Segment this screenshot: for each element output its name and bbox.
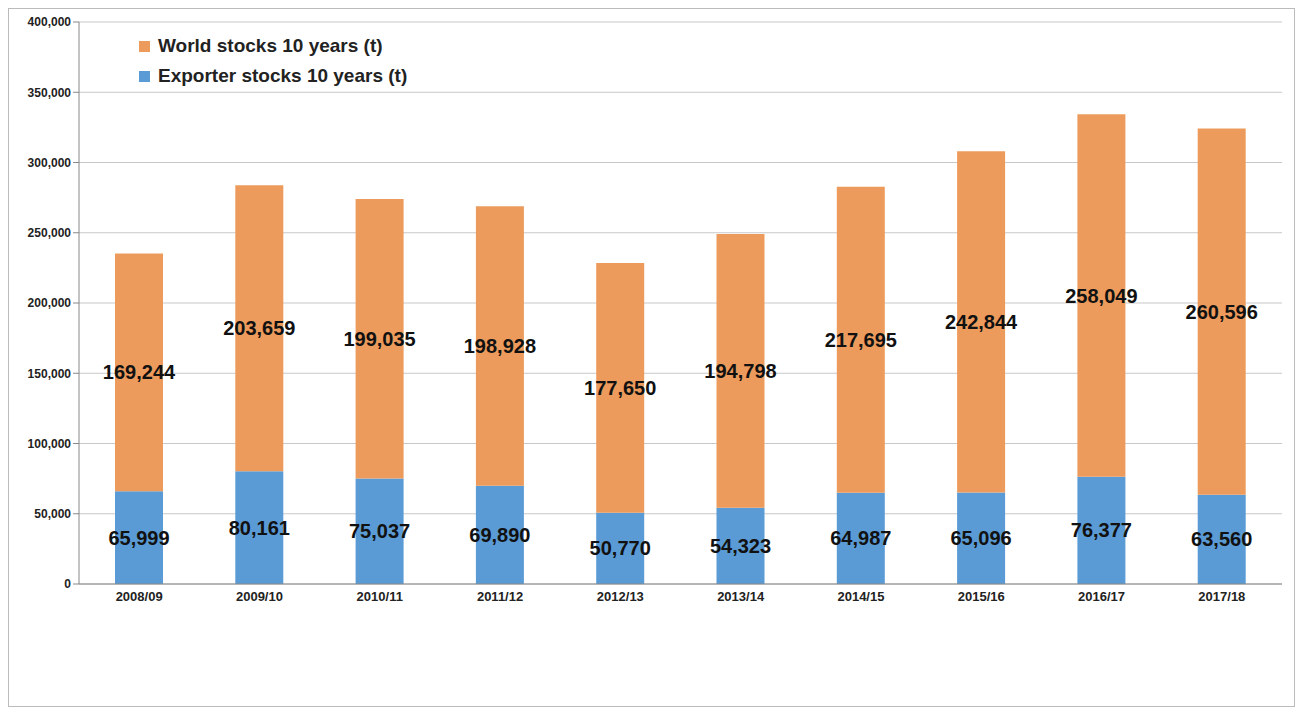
svg-text:65,999: 65,999 [108,527,169,549]
svg-text:242,844: 242,844 [945,311,1018,333]
svg-text:54,323: 54,323 [710,535,771,557]
svg-text:2011/12: 2011/12 [477,589,523,604]
svg-text:2009/10: 2009/10 [236,589,283,604]
svg-text:2010/11: 2010/11 [357,589,403,604]
svg-text:200,000: 200,000 [28,296,72,310]
svg-text:63,560: 63,560 [1191,528,1252,550]
html-text:Exporter stocks 10 years (t): Exporter stocks 10 years (t) [158,65,408,86]
svg-text:199,035: 199,035 [343,328,415,350]
svg-text:177,650: 177,650 [584,377,656,399]
html-text:World stocks 10 years (t): World stocks 10 years (t) [158,35,383,56]
svg-text:194,798: 194,798 [704,360,776,382]
svg-text:0: 0 [64,577,71,591]
svg-text:260,596: 260,596 [1186,301,1258,323]
svg-text:350,000: 350,000 [28,86,72,100]
svg-text:2014/15: 2014/15 [837,589,884,604]
svg-text:198,928: 198,928 [464,335,536,357]
svg-text:2017/18: 2017/18 [1198,589,1245,604]
svg-text:76,377: 76,377 [1071,519,1132,541]
svg-text:150,000: 150,000 [28,367,72,381]
svg-text:100,000: 100,000 [28,437,72,451]
svg-text:50,770: 50,770 [590,537,651,559]
svg-text:217,695: 217,695 [825,329,897,351]
svg-text:250,000: 250,000 [28,226,72,240]
svg-text:75,037: 75,037 [349,520,410,542]
svg-text:2016/17: 2016/17 [1078,589,1125,604]
svg-text:2013/14: 2013/14 [717,589,765,604]
svg-text:400,000: 400,000 [28,15,72,29]
svg-text:64,987: 64,987 [830,527,891,549]
svg-text:203,659: 203,659 [223,317,295,339]
svg-text:2015/16: 2015/16 [958,589,1005,604]
svg-text:169,244: 169,244 [103,361,176,383]
svg-text:2008/09: 2008/09 [116,589,163,604]
svg-text:300,000: 300,000 [28,156,72,170]
svg-text:50,000: 50,000 [34,507,71,521]
svg-text:80,161: 80,161 [229,517,290,539]
svg-text:65,096: 65,096 [951,527,1012,549]
svg-text:2012/13: 2012/13 [597,589,644,604]
svg-text:69,890: 69,890 [469,524,530,546]
svg-text:258,049: 258,049 [1065,285,1137,307]
